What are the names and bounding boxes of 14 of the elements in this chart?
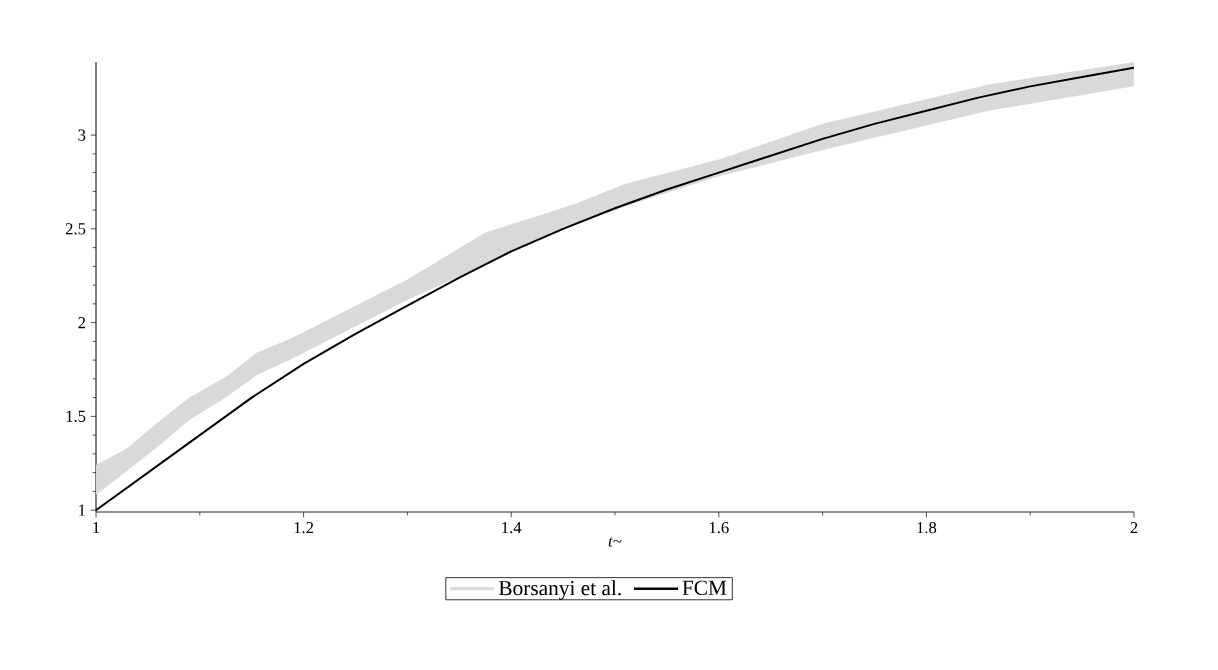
y-tick-label: 1.5: [66, 410, 86, 422]
x-axis-title: t~: [608, 537, 622, 547]
y-tick-label: 3: [78, 129, 86, 141]
x-tick-label: 1.4: [502, 522, 522, 534]
x-tick-label: 1.2: [294, 522, 314, 534]
x-tick-label: 1.6: [709, 522, 729, 534]
legend-label: FCM: [682, 580, 727, 595]
x-tick-label: 1: [93, 522, 100, 534]
x-tick-label: 2: [1130, 522, 1138, 534]
y-tick-label: 2: [78, 317, 86, 329]
legend-label: Borsanyi et al.: [498, 580, 621, 600]
y-tick-label: 1: [79, 504, 85, 516]
y-tick-label: 2.5: [65, 223, 86, 235]
x-tick-label: 1.8: [917, 522, 937, 534]
